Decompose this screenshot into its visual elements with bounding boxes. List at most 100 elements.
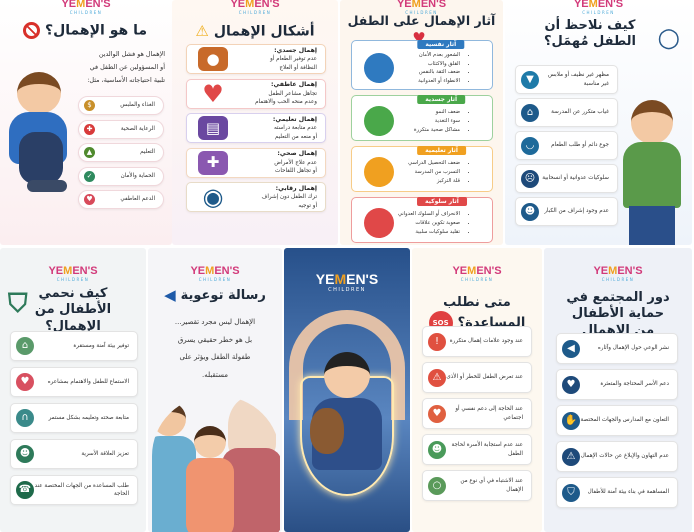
megaphone-icon: ◀ (164, 286, 176, 304)
section-tag: آثار جسدية (417, 95, 466, 105)
item-text: طلب المساعدة من الجهات المختصة عند الحاج… (34, 482, 132, 499)
list-item: إهمال رقابي: ترك الطفل دون إشراف أو توجيه ◉ (186, 182, 326, 212)
list-item: الاستماع للطفل والاهتمام بمشاعره ♥ (10, 367, 138, 397)
shield-icon: ✓ (84, 170, 95, 182)
logo-part: EN'S (214, 265, 240, 277)
panel-title: رسالة توعوية◀ (148, 286, 282, 304)
item-label: توفير بيئة آمنة ومستقرة (73, 342, 129, 349)
panel-title-text: ما هو الإهمال؟ (45, 22, 147, 39)
item-line: عدم علاج الأمراض (274, 159, 317, 166)
list-item: متابعة صحته وتعليمه بشكل مستمر ∩ (10, 403, 138, 433)
shield-icon: ⛉ (8, 289, 28, 319)
megaphone-icon: ◀ (562, 339, 580, 358)
list-item: التعليم ▲ (78, 143, 164, 162)
panel-effects: YEMEN'S CHILDREN آثار الإهمال على الطفل♥ آث… (340, 0, 503, 245)
logo-wordmark: YEMEN'S (61, 0, 110, 10)
logo-part: YE (315, 271, 335, 287)
first-aid-kit-icon: ✚ (198, 150, 228, 175)
item-text: نشر الوعي حول الإهمال وآثاره (580, 344, 672, 352)
item-heading: إهمال رقابي: (275, 184, 317, 192)
section-tag: آثار نفسية (417, 40, 465, 49)
item-text: جوع دائم أو طلب الطعام (539, 141, 612, 149)
item-label: التعليم (140, 149, 155, 156)
item-label: عند الاشتباه في أي نوع من الإهمال (460, 478, 523, 493)
item-text: عند تعرض الطفل للخطر أو الأذى (446, 373, 526, 381)
logo-part: EN'S (617, 265, 643, 277)
logo-part: YE (452, 265, 468, 277)
yemens-children-logo: YEMEN'S CHILDREN (284, 271, 410, 293)
illustration-part (194, 426, 226, 458)
logo-part: YE (61, 0, 77, 10)
panel-title: آثار الإهمال على الطفل♥ (340, 13, 503, 47)
logo-subtitle: CHILDREN (56, 277, 90, 282)
logo-part: YE (573, 0, 589, 10)
food-plate-icon: ● (198, 47, 228, 71)
logo-part: M (467, 265, 477, 277)
item-text: مظهر غير نظيف أو ملابس غير مناسبة (539, 71, 612, 88)
warning-icon: ⚠ (428, 368, 446, 387)
logo-part: EN'S (254, 0, 280, 10)
brain-head-icon (364, 53, 394, 84)
panel-community: YEMEN'S CHILDREN دور المجتمع في حماية الأط… (544, 248, 692, 532)
item-label: طلب المساعدة من الجهات المختصة عند الحاج… (34, 482, 129, 497)
item-label: جوع دائم أو طلب الطعام (551, 142, 609, 149)
heart-icon: ♥ (202, 79, 224, 108)
logo-wordmark: YEMEN'S (190, 265, 239, 277)
money-bag-icon: $ (84, 100, 95, 111)
list-item: جوع دائم أو طلب الطعام ◡ (515, 131, 618, 160)
item-text: الحماية والأمان (95, 172, 158, 180)
item-line: أو تجاهل اللقاحات (275, 168, 317, 175)
intro-line: الإهمال هو فشل الوالدين (98, 50, 165, 58)
empty-bowl-icon: ◡ (521, 136, 539, 155)
logo-part: M (76, 0, 86, 10)
section-point: ضعف الثقة بالنفس (394, 68, 460, 77)
angry-face-icon: ☹ (521, 169, 539, 188)
list-item: الدعم العاطفي ♥ (78, 190, 164, 209)
logo-part: YE (593, 265, 609, 277)
shield-icon: ⛉ (562, 483, 580, 502)
item-label: متابعة صحته وتعليمه بشكل مستمر (48, 414, 129, 421)
logo-part: YE (396, 0, 412, 10)
logo-subtitle: CHILDREN (460, 277, 494, 282)
worried-boy-illustration (617, 100, 687, 245)
item-line: ترك الطفل دون إشراف (261, 194, 317, 201)
logo-part: M (411, 0, 421, 10)
item-text: إهمال عاطفي: تجاهل مشاعر الطفل وعدم منحه ا… (228, 80, 320, 106)
item-heading: إهمال تعليمي: (272, 115, 317, 123)
family-illustration (152, 396, 280, 532)
panel-cover: YEMEN'S CHILDREN (284, 248, 410, 532)
item-text: الغذاء والملبس (95, 101, 158, 109)
list-item: التعاون مع المدارس والجهات المختصة ✋ (556, 405, 678, 436)
section-point: قلة التركيز (394, 177, 460, 186)
list-item: الحماية والأمان ✓ (78, 166, 164, 186)
item-line: أو منعه من التعليم (274, 133, 317, 140)
logo-part: EN'S (346, 271, 379, 287)
panel-title-text: آثار الإهمال على الطفل (347, 13, 496, 28)
heart-hands-icon: ♥ (562, 375, 580, 394)
yemens-children-logo: YEMEN'S CHILDREN (0, 261, 146, 282)
section-point: التسرب من المدرسة (394, 168, 460, 177)
logo-wordmark: YEMEN'S (574, 0, 623, 10)
logo-part: M (63, 265, 73, 277)
intro-line: الإهمال ليس مجرد تقصير... (174, 318, 256, 326)
item-text: إهمال رقابي: ترك الطفل دون إشراف أو توجيه (228, 184, 320, 210)
list-item: إهمال صحي: عدم علاج الأمراض أو تجاهل اللقا… (186, 147, 326, 178)
effect-section: آثار تعليمية ضعف التحصيل الدراسيالتسرب من… (351, 146, 493, 193)
item-label: الغذاء والملبس (120, 102, 155, 109)
panel-forms: YEMEN'S CHILDREN أشكال الإهمال⚠ إهمال جسدي:… (172, 0, 338, 245)
intro-line: طفولة الطفل ويؤثر على (179, 353, 251, 361)
list-item: عند الحاجة إلى دعم نفسي أو اجتماعي ♥ (422, 398, 532, 429)
illustration-part (19, 132, 63, 184)
section-point: سوء التغذية (394, 117, 460, 126)
section-point: تقليد سلوكيات سلبية (394, 228, 460, 237)
item-label: التعاون مع المدارس والجهات المختصة (580, 417, 669, 424)
section-point: مشاكل صحية متكررة (394, 126, 460, 135)
item-label: غياب متكرر عن المدرسة (551, 109, 609, 116)
list-item: الغذاء والملبس $ (78, 96, 164, 115)
section-tag: آثار سلوكية (417, 197, 467, 207)
item-line: أو توجيه (298, 202, 317, 209)
list-item: مظهر غير نظيف أو ملابس غير مناسبة ▼ (515, 65, 618, 94)
logo-part: M (334, 271, 347, 287)
item-text: المساهمة في بناء بيئة آمنة للأطفال (580, 488, 672, 496)
item-label: عند وجود علامات إهمال متكررة (449, 338, 523, 345)
